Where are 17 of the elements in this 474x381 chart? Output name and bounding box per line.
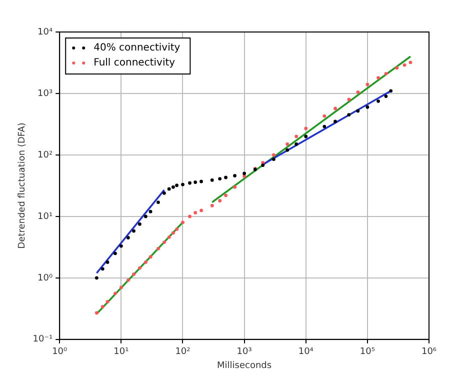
x-tick-label: 10³ (236, 347, 252, 358)
x-tick-label: 10⁴ (298, 347, 314, 358)
x-tick-label: 10⁶ (421, 347, 437, 358)
x-tick-label: 10² (175, 347, 191, 358)
y-axis-title: Detrended fluctuation (DFA) (18, 122, 28, 249)
legend-label: 40% connectivity (94, 42, 180, 54)
x-axis-title: Milliseconds (217, 360, 272, 371)
x-tick-label: 10¹ (114, 347, 130, 358)
y-tick-label: 10² (38, 150, 53, 160)
y-tick-label: 10⁰ (38, 273, 53, 284)
y-tick-label: 10¹ (38, 212, 53, 222)
x-tick-label: 10⁰ (52, 347, 68, 358)
y-tick-label: 10⁴ (38, 27, 53, 38)
y-tick-label: 10³ (38, 88, 53, 99)
x-tick-label: 10⁵ (360, 347, 376, 358)
y-tick-label: 10⁻¹ (32, 334, 53, 345)
legend-label: Full connectivity (94, 58, 176, 69)
